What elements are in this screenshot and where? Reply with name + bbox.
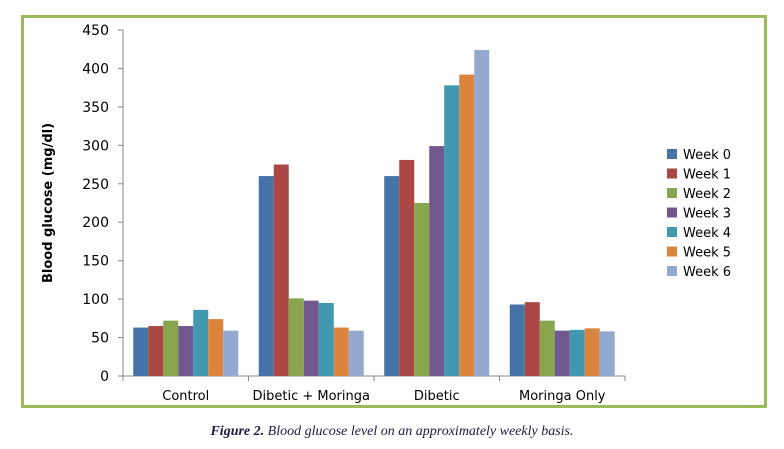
chart-frame	[21, 15, 767, 408]
legend-label: Week 2	[683, 187, 731, 202]
y-tick-label: 150	[82, 254, 109, 270]
legend-label: Week 3	[683, 207, 731, 222]
bar-week-5	[459, 74, 475, 377]
bar-week-5	[584, 328, 600, 376]
bar-week-3	[554, 330, 570, 376]
bar-week-0	[133, 327, 149, 376]
bar-week-6	[348, 330, 364, 376]
bar-week-6	[474, 49, 490, 376]
legend-label: Week 5	[683, 246, 731, 261]
bar-week-4	[569, 329, 585, 376]
bar-week-3	[429, 146, 445, 376]
bar-week-1	[273, 164, 289, 376]
bar-week-5	[208, 319, 224, 376]
legend-swatch	[667, 188, 677, 198]
legend-swatch	[667, 227, 677, 237]
y-tick-label: 400	[82, 61, 109, 77]
bar-week-5	[333, 327, 349, 376]
bar-week-3	[178, 326, 194, 376]
x-tick-label: Control	[162, 389, 209, 404]
bar-week-2	[163, 320, 179, 376]
bar-week-0	[384, 176, 400, 376]
bar-week-3	[303, 300, 319, 376]
legend-swatch	[667, 207, 677, 218]
legend-swatch	[667, 149, 677, 159]
bar-week-0	[509, 304, 525, 376]
y-tick-label: 450	[82, 23, 109, 39]
bar-week-1	[399, 159, 415, 376]
caption-text: Blood glucose level on an approximately …	[264, 424, 574, 439]
y-tick-label: 200	[82, 215, 109, 231]
caption-label: Figure 2.	[210, 424, 265, 439]
x-tick-label: Dibetic	[414, 389, 460, 404]
bar-week-6	[223, 330, 239, 376]
bar-week-2	[539, 320, 555, 376]
bar-week-0	[258, 176, 274, 376]
y-tick-label: 250	[82, 177, 109, 193]
y-tick-label: 300	[82, 138, 109, 154]
bar-week-2	[288, 298, 304, 376]
figure-caption: Figure 2. Blood glucose level on an appr…	[0, 424, 784, 440]
bar-week-4	[444, 85, 460, 377]
legend-label: Week 1	[683, 168, 731, 183]
bar-week-4	[193, 309, 209, 376]
bar-week-4	[318, 302, 334, 376]
y-axis-label: Blood glucose (mg/dl)	[41, 123, 56, 283]
legend-swatch	[667, 266, 677, 276]
legend-label: Week 0	[683, 148, 731, 163]
bar-week-1	[524, 302, 540, 376]
legend-swatch	[667, 168, 677, 179]
y-tick-label: 350	[82, 100, 109, 116]
bar-week-6	[599, 331, 615, 376]
legend-label: Week 4	[683, 226, 731, 241]
y-tick-label: 0	[100, 369, 109, 385]
bar-week-1	[148, 326, 164, 376]
x-tick-label: Dibetic + Moringa	[253, 389, 370, 404]
x-tick-label: Moringa Only	[519, 389, 606, 404]
y-tick-label: 100	[82, 292, 109, 308]
y-tick-label: 50	[91, 331, 109, 347]
legend-swatch	[667, 246, 677, 257]
bar-week-2	[414, 203, 430, 376]
legend-label: Week 6	[683, 265, 731, 280]
